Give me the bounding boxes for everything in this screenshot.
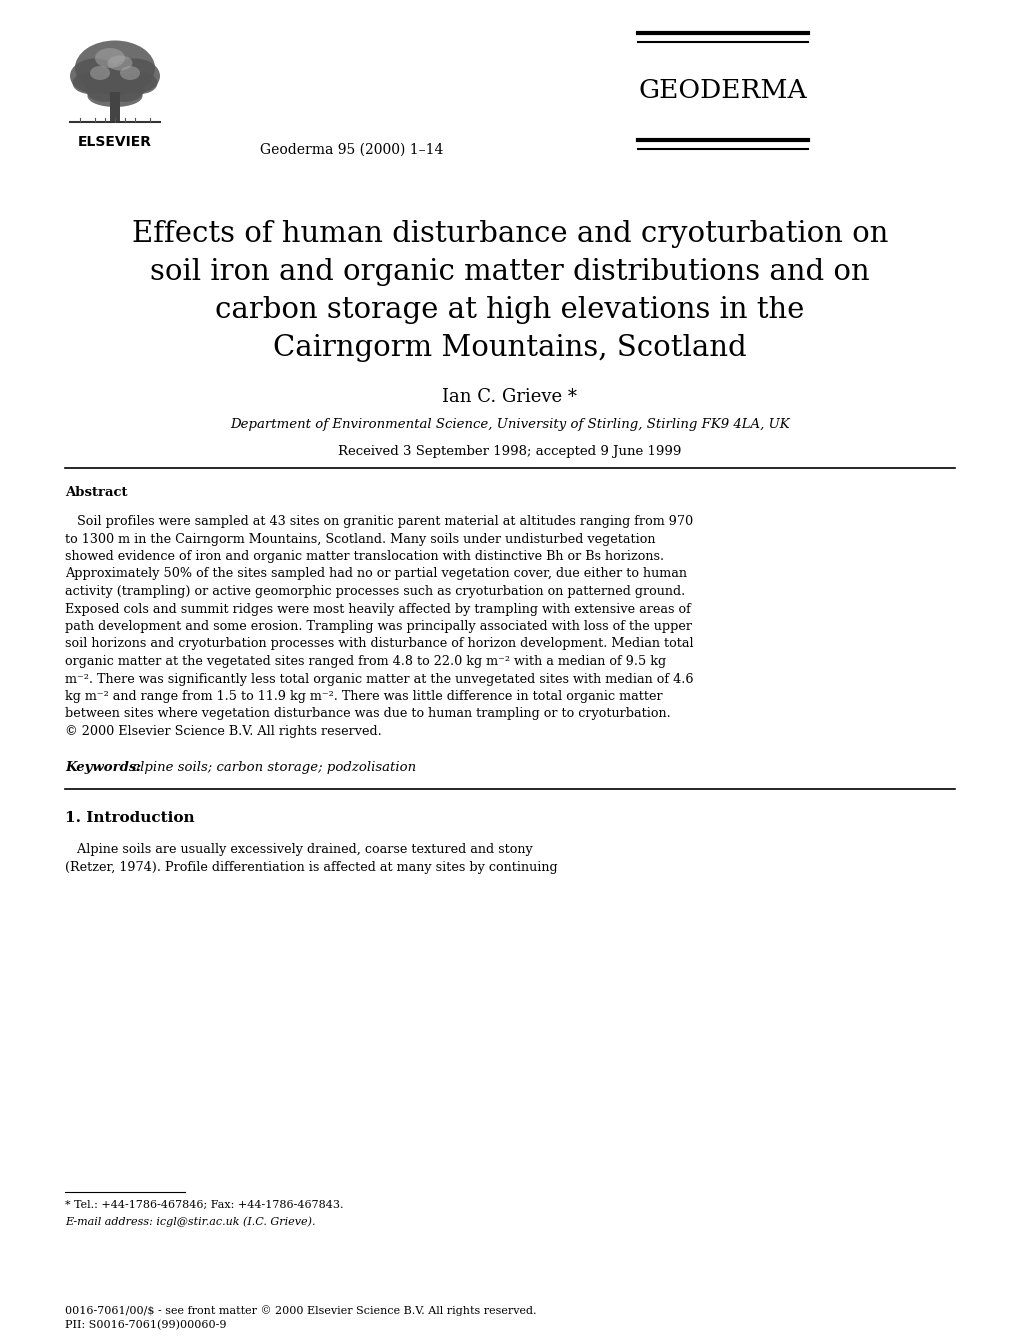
Ellipse shape	[90, 66, 110, 81]
Text: path development and some erosion. Trampling was principally associated with los: path development and some erosion. Tramp…	[65, 620, 691, 633]
Text: soil horizons and cryoturbation processes with disturbance of horizon developmen: soil horizons and cryoturbation processe…	[65, 637, 693, 650]
Text: m⁻². There was significantly less total organic matter at the unvegetated sites : m⁻². There was significantly less total …	[65, 672, 693, 685]
Text: Soil profiles were sampled at 43 sites on granitic parent material at altitudes : Soil profiles were sampled at 43 sites o…	[65, 515, 693, 528]
Text: © 2000 Elsevier Science B.V. All rights reserved.: © 2000 Elsevier Science B.V. All rights …	[65, 724, 381, 738]
Ellipse shape	[88, 85, 143, 108]
Text: showed evidence of iron and organic matter translocation with distinctive Bh or : showed evidence of iron and organic matt…	[65, 550, 663, 563]
Text: Geoderma 95 (2000) 1–14: Geoderma 95 (2000) 1–14	[260, 142, 443, 157]
Text: between sites where vegetation disturbance was due to human trampling or to cryo: between sites where vegetation disturban…	[65, 707, 671, 720]
Text: * Tel.: +44-1786-467846; Fax: +44-1786-467843.: * Tel.: +44-1786-467846; Fax: +44-1786-4…	[65, 1200, 343, 1210]
Text: to 1300 m in the Cairngorm Mountains, Scotland. Many soils under undisturbed veg: to 1300 m in the Cairngorm Mountains, Sc…	[65, 532, 655, 546]
Ellipse shape	[110, 59, 160, 94]
Text: E-mail address: icgl@stir.ac.uk (I.C. Grieve).: E-mail address: icgl@stir.ac.uk (I.C. Gr…	[65, 1216, 315, 1227]
Text: Keywords:: Keywords:	[65, 761, 141, 774]
Text: Cairngorm Mountains, Scotland: Cairngorm Mountains, Scotland	[273, 335, 746, 362]
Text: Effects of human disturbance and cryoturbation on: Effects of human disturbance and cryotur…	[131, 220, 888, 249]
Text: carbon storage at high elevations in the: carbon storage at high elevations in the	[215, 296, 804, 324]
Text: Approximately 50% of the sites sampled had no or partial vegetation cover, due e: Approximately 50% of the sites sampled h…	[65, 567, 687, 581]
Ellipse shape	[70, 59, 120, 94]
Text: activity (trampling) or active geomorphic processes such as cryoturbation on pat: activity (trampling) or active geomorphi…	[65, 585, 685, 598]
Bar	[110, 91, 120, 122]
Ellipse shape	[75, 40, 155, 95]
Text: Alpine soils are usually excessively drained, coarse textured and stony: Alpine soils are usually excessively dra…	[65, 844, 532, 856]
Text: ELSEVIER: ELSEVIER	[77, 134, 152, 149]
Ellipse shape	[95, 48, 125, 69]
Ellipse shape	[105, 74, 145, 102]
Ellipse shape	[72, 73, 107, 94]
Text: Abstract: Abstract	[65, 487, 127, 499]
Ellipse shape	[120, 66, 140, 81]
Text: PII: S0016-7061(99)00060-9: PII: S0016-7061(99)00060-9	[65, 1320, 226, 1331]
Text: soil iron and organic matter distributions and on: soil iron and organic matter distributio…	[150, 258, 869, 286]
Text: 1. Introduction: 1. Introduction	[65, 810, 195, 824]
Text: Ian C. Grieve *: Ian C. Grieve *	[442, 388, 577, 406]
Text: kg m⁻² and range from 1.5 to 11.9 kg m⁻². There was little difference in total o: kg m⁻² and range from 1.5 to 11.9 kg m⁻²…	[65, 689, 662, 703]
Text: GEODERMA: GEODERMA	[638, 78, 806, 103]
Text: Exposed cols and summit ridges were most heavily affected by trampling with exte: Exposed cols and summit ridges were most…	[65, 602, 690, 616]
Text: Department of Environmental Science, University of Stirling, Stirling FK9 4LA, U: Department of Environmental Science, Uni…	[230, 418, 789, 431]
Ellipse shape	[122, 73, 157, 94]
Text: organic matter at the vegetated sites ranged from 4.8 to 22.0 kg m⁻² with a medi: organic matter at the vegetated sites ra…	[65, 655, 665, 668]
Ellipse shape	[107, 55, 132, 70]
Text: Received 3 September 1998; accepted 9 June 1999: Received 3 September 1998; accepted 9 Ju…	[338, 445, 681, 458]
Text: 0016-7061/00/$ - see front matter © 2000 Elsevier Science B.V. All rights reserv: 0016-7061/00/$ - see front matter © 2000…	[65, 1305, 536, 1316]
Text: alpine soils; carbon storage; podzolisation: alpine soils; carbon storage; podzolisat…	[127, 761, 416, 774]
Text: (Retzer, 1974). Profile differentiation is affected at many sites by continuing: (Retzer, 1974). Profile differentiation …	[65, 862, 557, 874]
Ellipse shape	[85, 74, 125, 102]
